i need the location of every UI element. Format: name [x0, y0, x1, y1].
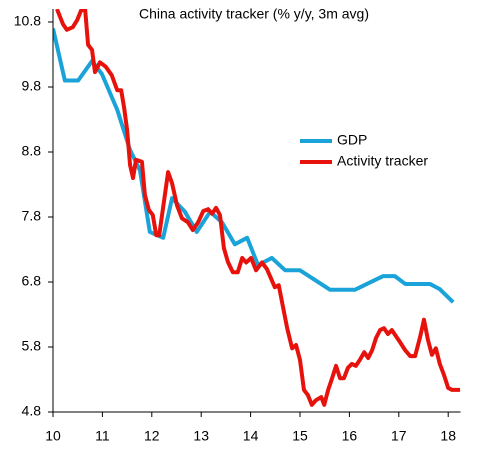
x-tick-label: 13 [193, 428, 209, 444]
y-tick-label: 8.8 [22, 143, 42, 159]
y-tick-label: 6.8 [22, 273, 42, 289]
y-tick-label: 10.8 [14, 13, 41, 29]
y-tick-label: 4.8 [22, 403, 42, 419]
x-tick-label: 15 [292, 428, 308, 444]
y-tick-label: 7.8 [22, 208, 42, 224]
x-tick-label: 11 [95, 428, 110, 444]
chart-title: China activity tracker (% y/y, 3m avg) [139, 6, 369, 22]
y-tick-label: 5.8 [22, 338, 42, 354]
x-tick-label: 14 [243, 428, 259, 444]
x-tick-label: 18 [440, 428, 456, 444]
x-tick-label: 10 [45, 428, 61, 444]
x-tick-label: 17 [391, 428, 407, 444]
legend-label: GDP [337, 132, 367, 148]
y-tick-label: 9.8 [22, 78, 42, 94]
series-line [55, 9, 461, 407]
plot-area [53, 9, 461, 407]
x-tick-label: 16 [342, 428, 358, 444]
x-tick-label: 12 [144, 428, 160, 444]
legend-label: Activity tracker [337, 153, 428, 169]
